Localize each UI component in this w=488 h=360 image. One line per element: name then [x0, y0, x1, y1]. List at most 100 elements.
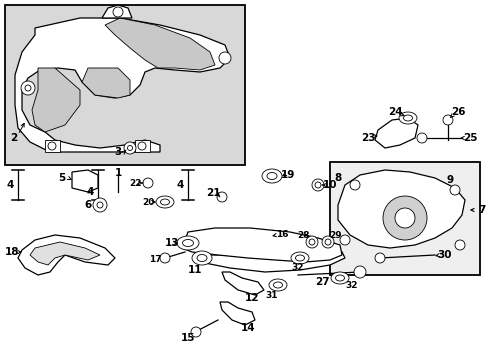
Polygon shape	[135, 140, 150, 152]
Text: 9: 9	[446, 175, 453, 185]
Circle shape	[305, 236, 317, 248]
Polygon shape	[45, 140, 60, 152]
Ellipse shape	[192, 251, 212, 265]
Circle shape	[138, 142, 146, 150]
Text: 10: 10	[322, 180, 337, 190]
Text: 31: 31	[265, 291, 278, 300]
Circle shape	[314, 182, 320, 188]
Bar	[329, 162, 479, 275]
Ellipse shape	[290, 252, 308, 264]
Text: 4: 4	[176, 180, 183, 190]
Text: 20: 20	[142, 198, 154, 207]
Polygon shape	[374, 118, 417, 148]
Circle shape	[349, 180, 359, 190]
Circle shape	[93, 198, 107, 212]
Polygon shape	[30, 242, 100, 265]
Circle shape	[442, 115, 452, 125]
Circle shape	[217, 192, 226, 202]
Ellipse shape	[197, 255, 206, 261]
Text: 5: 5	[58, 173, 65, 183]
Text: 8: 8	[334, 173, 341, 183]
Ellipse shape	[182, 239, 193, 247]
Polygon shape	[220, 302, 254, 325]
Circle shape	[449, 185, 459, 195]
Text: 12: 12	[244, 293, 259, 303]
Circle shape	[394, 208, 414, 228]
Text: 7: 7	[477, 205, 485, 215]
Text: 4: 4	[6, 180, 14, 190]
Polygon shape	[82, 68, 130, 98]
Text: 27: 27	[314, 277, 328, 287]
Text: 16: 16	[275, 230, 287, 239]
Polygon shape	[32, 68, 80, 132]
Polygon shape	[182, 228, 341, 262]
Circle shape	[127, 145, 132, 150]
Circle shape	[191, 327, 201, 337]
Circle shape	[97, 202, 103, 208]
Circle shape	[48, 142, 56, 150]
Ellipse shape	[273, 282, 282, 288]
Text: 15: 15	[181, 333, 195, 343]
Text: 18: 18	[5, 247, 19, 257]
Text: 13: 13	[164, 238, 179, 248]
Circle shape	[237, 233, 246, 243]
Polygon shape	[72, 170, 98, 192]
Text: 19: 19	[280, 170, 295, 180]
Text: 4: 4	[86, 187, 94, 197]
Text: 17: 17	[148, 256, 161, 265]
Text: 25: 25	[462, 133, 476, 143]
Ellipse shape	[262, 169, 282, 183]
Circle shape	[416, 133, 426, 143]
Ellipse shape	[268, 279, 286, 291]
Circle shape	[219, 52, 230, 64]
Polygon shape	[337, 170, 464, 248]
Ellipse shape	[160, 199, 169, 205]
Ellipse shape	[403, 115, 412, 121]
Ellipse shape	[177, 236, 199, 250]
Text: 32: 32	[291, 264, 304, 273]
Circle shape	[311, 179, 324, 191]
Circle shape	[124, 142, 136, 154]
Polygon shape	[102, 5, 132, 18]
Text: 26: 26	[450, 107, 464, 117]
Circle shape	[142, 178, 153, 188]
Text: 11: 11	[187, 265, 202, 275]
Polygon shape	[15, 18, 229, 152]
Ellipse shape	[295, 255, 304, 261]
Ellipse shape	[335, 275, 344, 281]
Circle shape	[339, 235, 349, 245]
Circle shape	[25, 85, 31, 91]
Polygon shape	[222, 272, 264, 295]
Ellipse shape	[330, 272, 348, 284]
Circle shape	[325, 239, 330, 245]
Circle shape	[374, 253, 384, 263]
Ellipse shape	[398, 112, 416, 124]
Text: 28: 28	[296, 230, 308, 239]
Text: 3: 3	[114, 147, 122, 157]
Bar	[5, 5, 244, 165]
Circle shape	[382, 196, 426, 240]
Circle shape	[353, 266, 365, 278]
Polygon shape	[105, 18, 215, 70]
Circle shape	[454, 240, 464, 250]
Circle shape	[113, 7, 123, 17]
Text: 6: 6	[84, 200, 91, 210]
Text: 2: 2	[10, 133, 18, 143]
Text: 32: 32	[345, 280, 358, 289]
Text: 24: 24	[387, 107, 402, 117]
Text: 1: 1	[114, 168, 122, 178]
Text: 29: 29	[329, 230, 342, 239]
Text: 21: 21	[205, 188, 220, 198]
Ellipse shape	[266, 172, 276, 180]
Text: 22: 22	[128, 179, 141, 188]
Text: 23: 23	[360, 133, 374, 143]
Circle shape	[21, 81, 35, 95]
Circle shape	[308, 239, 314, 245]
Circle shape	[321, 236, 333, 248]
Ellipse shape	[156, 196, 174, 208]
Circle shape	[160, 253, 170, 263]
Polygon shape	[18, 235, 115, 275]
Text: 14: 14	[240, 323, 255, 333]
Text: 30: 30	[437, 250, 451, 260]
Polygon shape	[194, 250, 345, 272]
